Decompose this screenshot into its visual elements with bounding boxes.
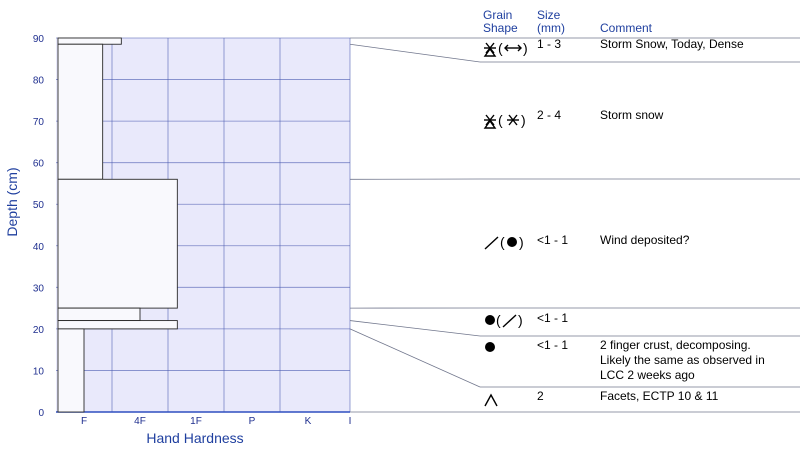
y-tick-label: 80 <box>33 76 45 87</box>
grain-size: <1 - 1 <box>537 311 568 325</box>
y-axis-title: Depth (cm) <box>4 167 20 236</box>
y-tick-label: 30 <box>33 283 45 294</box>
x-tick-label: 4F <box>134 416 146 427</box>
hardness-bar <box>57 328 85 413</box>
layer-connector <box>349 320 481 337</box>
x-tick-label: 1F <box>190 416 202 427</box>
y-tick-label: 0 <box>38 408 44 419</box>
x-tick-label: I <box>349 416 352 427</box>
x-tick-label: P <box>249 416 256 427</box>
y-tick-label: 40 <box>33 242 45 253</box>
hardness-bar <box>57 178 178 309</box>
comment-line: Storm snow <box>600 108 664 122</box>
table-row: () 2 - 4 Storm snow <box>483 108 664 129</box>
paren-close: ) <box>523 40 528 56</box>
layer-connector <box>349 43 481 63</box>
wind-stroke <box>502 314 517 328</box>
comment-line: Storm Snow, Today, Dense <box>600 37 744 51</box>
grain-size: <1 - 1 <box>537 233 568 247</box>
comment-line: 2 finger crust, decomposing. <box>600 338 751 352</box>
layer-connector <box>349 328 481 388</box>
depth-hoar-stroke <box>484 393 498 407</box>
y-tick-label: 70 <box>33 117 45 128</box>
x-tick-label: K <box>305 416 312 427</box>
table-header: Grain Shape Size (mm) Comment <box>483 8 653 35</box>
round-dot <box>485 342 495 352</box>
paren-close: ) <box>521 112 526 128</box>
paren-open: ( <box>500 234 505 250</box>
round-dot <box>507 237 517 247</box>
hardness-bars <box>57 37 178 413</box>
storm-snow-precip-icon: () <box>483 112 526 129</box>
paren-open: ( <box>496 312 501 328</box>
y-tick-label: 90 <box>33 34 45 45</box>
hardness-bar <box>57 37 122 45</box>
grain-size: 2 - 4 <box>537 108 561 122</box>
comment-line: Likely the same as observed in <box>600 353 765 367</box>
hardness-bar <box>57 307 141 322</box>
layer-connectors <box>349 37 481 413</box>
y-tick-label: 50 <box>33 200 45 211</box>
table-row: () <1 - 1 <box>485 311 568 328</box>
hardness-bar <box>57 320 178 330</box>
axis-ticks: 0 10 20 30 40 50 60 70 80 90 F 4F 1F P K I <box>33 34 352 427</box>
paren-open: ( <box>498 112 503 128</box>
table-row: <1 - 1 2 finger crust, decomposing.Likely… <box>485 338 765 382</box>
star-stroke <box>483 47 497 57</box>
x-axis-title: Hand Hardness <box>146 430 243 446</box>
hardness-bar <box>57 43 104 180</box>
header-grain: Grain <box>483 8 512 22</box>
rounds-icon <box>485 342 495 352</box>
grain-size: 1 - 3 <box>537 37 561 51</box>
rounds-wind-packed-icon: () <box>485 312 523 328</box>
grain-size: <1 - 1 <box>537 338 568 352</box>
table-row: 2 Facets, ECTP 10 & 11 <box>484 389 719 407</box>
paren-close: ) <box>519 234 524 250</box>
round-dot <box>485 315 495 325</box>
comment-line: LCC 2 weeks ago <box>600 368 695 382</box>
layer-table: () 1 - 3 Storm Snow, Today, Dense () 2 - 4 St… <box>480 37 800 413</box>
x-tick-label: F <box>81 416 87 427</box>
star-stroke <box>483 119 497 129</box>
y-tick-label: 60 <box>33 159 45 170</box>
header-comment: Comment <box>600 21 653 35</box>
depth-hoar-icon <box>484 393 498 407</box>
wind-stroke <box>484 236 499 250</box>
table-row: () <1 - 1 Wind deposited? <box>484 233 690 250</box>
arrow-stroke <box>504 44 522 52</box>
comment-line: Facets, ECTP 10 & 11 <box>600 389 719 403</box>
storm-snow-decomposing-icon: () <box>483 40 528 57</box>
header-size: Size <box>537 8 561 22</box>
header-size-unit: (mm) <box>537 21 565 35</box>
paren-open: ( <box>498 40 503 56</box>
star-stroke <box>508 114 518 126</box>
table-row: () 1 - 3 Storm Snow, Today, Dense <box>483 37 744 57</box>
grain-size: 2 <box>537 389 544 403</box>
header-shape: Shape <box>483 21 518 35</box>
y-tick-label: 10 <box>33 366 45 377</box>
wind-packed-rounds-icon: () <box>484 234 524 250</box>
comment-line: Wind deposited? <box>600 233 690 247</box>
y-tick-label: 20 <box>33 325 45 336</box>
paren-close: ) <box>518 312 523 328</box>
